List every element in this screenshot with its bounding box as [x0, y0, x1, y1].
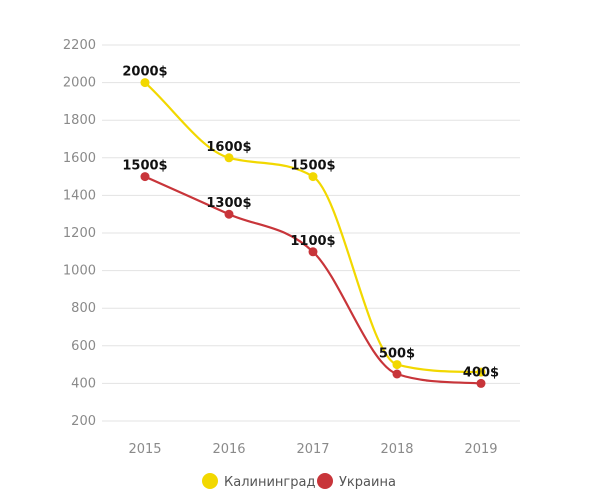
- y-axis-ticks: 200 400 600 800 1000 1200 1400 1600 1800 2000 2200: [63, 38, 96, 429]
- data-label: 1300$: [206, 196, 251, 211]
- data-point: [476, 378, 486, 388]
- x-tick-label: 2019: [464, 442, 497, 457]
- x-tick-label: 2017: [296, 442, 329, 457]
- grid-lines: [102, 44, 520, 422]
- data-point: [140, 172, 150, 182]
- y-tick-label: 1400: [63, 188, 96, 203]
- data-point: [140, 78, 150, 88]
- y-tick-label: 1800: [63, 113, 96, 128]
- data-label: 400$: [463, 365, 499, 380]
- y-tick-label: 2200: [63, 38, 96, 53]
- data-label: 2000$: [122, 65, 167, 80]
- series-line-1: [144, 175, 482, 385]
- y-tick-label: 1200: [63, 226, 96, 241]
- data-point: [392, 360, 402, 370]
- data-labels: 2000$ 1600$ 1500$ 500$ 1500$ 1300$ 1100$ 400$: [122, 65, 499, 381]
- x-tick-label: 2015: [128, 442, 161, 457]
- data-point: [476, 367, 486, 377]
- legend-label: Украина: [339, 475, 396, 490]
- legend-swatch: [202, 473, 218, 489]
- series-lines: [144, 81, 482, 385]
- y-tick-label: 1000: [63, 264, 96, 279]
- data-label: 1600$: [206, 140, 251, 155]
- x-tick-label: 2018: [380, 442, 413, 457]
- y-tick-label: 600: [71, 339, 96, 354]
- data-label: 1500$: [122, 159, 167, 174]
- data-point: [224, 153, 234, 163]
- y-tick-label: 400: [71, 376, 96, 391]
- data-point: [308, 247, 318, 257]
- series-points: [140, 78, 486, 388]
- y-tick-label: 1600: [63, 151, 96, 166]
- legend-label: Калининград: [224, 475, 315, 490]
- x-axis-ticks: 2015 2016 2017 2018 2019: [128, 442, 497, 457]
- y-tick-label: 800: [71, 301, 96, 316]
- data-label: 1100$: [290, 234, 335, 249]
- series-line-0: [144, 81, 482, 374]
- data-label: 1500$: [290, 159, 335, 174]
- legend: Калининград Украина: [202, 473, 396, 490]
- data-label: 500$: [379, 347, 415, 362]
- data-point: [224, 209, 234, 219]
- data-point: [308, 172, 318, 182]
- legend-swatch: [317, 473, 333, 489]
- x-tick-label: 2016: [212, 442, 245, 457]
- data-point: [392, 369, 402, 379]
- y-tick-label: 2000: [63, 76, 96, 91]
- y-tick-label: 200: [71, 414, 96, 429]
